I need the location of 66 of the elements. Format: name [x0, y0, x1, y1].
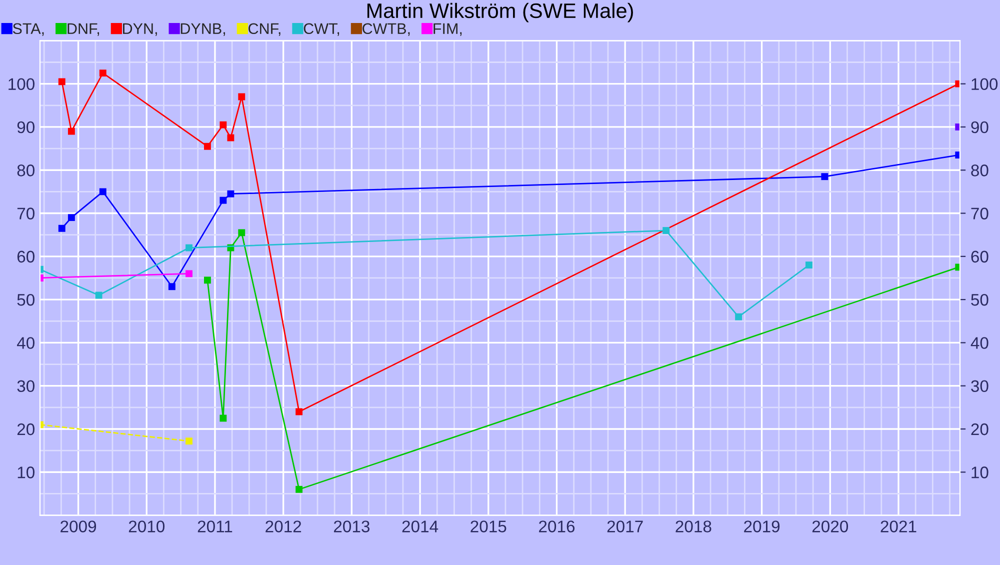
point: [58, 224, 66, 232]
point: [296, 408, 303, 416]
y2-tick-label: 50: [971, 294, 988, 306]
legend-label: DYN,: [123, 23, 157, 36]
point: [220, 121, 227, 128]
x-tick-label: 2010: [128, 520, 165, 532]
legend-label: DNF,: [68, 23, 100, 36]
x-tick-label: 2016: [539, 520, 575, 532]
y2-tick-label: 90: [971, 121, 988, 134]
legend-label: CNF,: [248, 23, 280, 36]
legend-label: CWTB,: [362, 23, 410, 36]
x-tick-label: 2021: [880, 520, 916, 532]
x-tick-label: 2015: [470, 520, 506, 532]
y-tick-label: 50: [17, 294, 34, 306]
y-tick-label: 90: [17, 121, 34, 134]
point: [227, 190, 234, 198]
point: [204, 276, 211, 284]
point: [186, 244, 192, 252]
y2-tick-label: 30: [971, 380, 988, 392]
x-tick-label: 2013: [334, 520, 370, 532]
y2-tick-label: 60: [971, 250, 988, 263]
point: [68, 128, 75, 135]
point: [662, 227, 670, 234]
point: [238, 93, 246, 100]
point: [68, 214, 75, 222]
y-tick-label: 60: [17, 250, 34, 263]
legend-label: DYNB,: [180, 23, 225, 36]
point: [735, 313, 742, 320]
y2-tick-label: 40: [970, 337, 988, 349]
point: [99, 188, 106, 196]
x-tick-label: 2011: [198, 520, 232, 532]
y-tick-label: 70: [17, 208, 34, 220]
point: [220, 196, 227, 204]
point: [821, 173, 828, 180]
legend-label: FIM,: [434, 23, 462, 36]
y2-tick-label: 80: [971, 164, 988, 176]
chart-title: Martin Wikström (SWE Male): [367, 2, 633, 22]
point: [58, 78, 66, 86]
y-tick-label: 40: [16, 337, 34, 349]
x-tick-label: 2020: [812, 520, 848, 532]
x-tick-label: 2017: [607, 520, 643, 532]
x-tick-label: 2014: [402, 520, 438, 532]
point: [204, 142, 211, 150]
y2-tick-label: 20: [971, 423, 988, 436]
point: [238, 229, 246, 236]
point: [296, 486, 303, 493]
y2-tick-label: 100: [972, 78, 998, 90]
y2-tick-label: 10: [972, 466, 988, 478]
x-tick-label: 2012: [266, 520, 302, 532]
legend-label: STA,: [12, 23, 44, 36]
x-tick-label: 2019: [744, 520, 780, 532]
y-tick-label: 30: [17, 380, 34, 392]
point: [99, 70, 106, 77]
y-tick-label: 20: [17, 423, 34, 436]
point: [220, 414, 227, 422]
y-tick-label: 80: [17, 164, 34, 176]
point: [227, 134, 234, 142]
x-tick-label: 2018: [676, 520, 712, 532]
y-tick-label: 100: [8, 78, 34, 90]
point: [805, 262, 812, 269]
legend-label: CWT,: [304, 23, 340, 36]
point: [95, 292, 102, 299]
x-tick-label: 2009: [60, 520, 96, 532]
point: [168, 283, 176, 290]
y2-tick-label: 70: [971, 208, 988, 220]
y-tick-label: 10: [18, 466, 34, 478]
